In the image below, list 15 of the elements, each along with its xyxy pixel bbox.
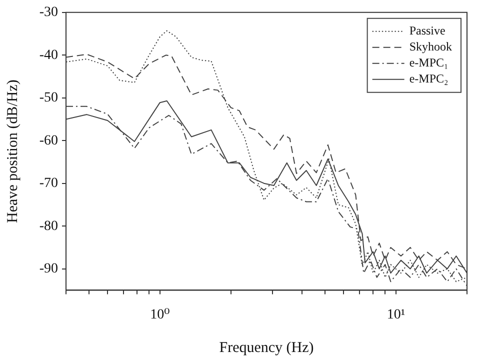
legend-label: Passive xyxy=(409,24,446,38)
x-tick-label: 10⁰ xyxy=(150,307,170,322)
y-tick-label: -90 xyxy=(39,262,58,277)
y-tick-label: -70 xyxy=(39,176,58,192)
y-tick-label: -30 xyxy=(39,5,58,20)
legend-label: e-MPC₁ xyxy=(409,56,448,70)
legend-label: e-MPC₂ xyxy=(409,72,448,86)
y-tick-label: -40 xyxy=(39,48,58,63)
legend-label: Skyhook xyxy=(409,40,452,54)
y-tick-label: -60 xyxy=(39,133,58,148)
y-tick-label: -80 xyxy=(39,218,58,234)
x-axis-title: Frequency (Hz) xyxy=(219,340,314,356)
y-axis-title: Heave position (dB/Hz) xyxy=(4,80,21,223)
y-tick-label: -50 xyxy=(39,90,58,106)
x-tick-label: 10¹ xyxy=(386,307,406,322)
